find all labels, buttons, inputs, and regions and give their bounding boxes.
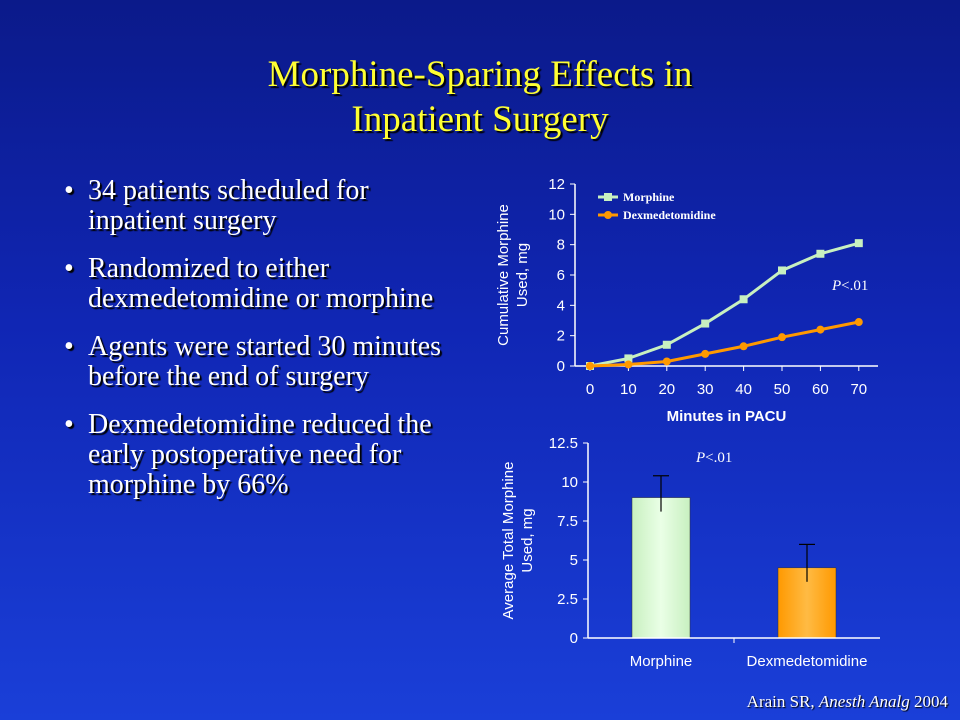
line-chart-y-tick-label: 8 [557, 237, 565, 254]
bullet-item: • Dexmedetomidine reduced the early posto… [60, 410, 460, 500]
bullet-item: • Randomized to either dexmedetomidine or… [60, 254, 460, 314]
line-chart-x-tick-label: 40 [735, 381, 752, 398]
line-chart-x-tick-label: 50 [774, 381, 791, 398]
bullet-dot-icon: • [64, 409, 74, 440]
line-chart-p-value-annotation: P<.01 [831, 278, 868, 294]
line-point-1 [624, 360, 633, 369]
line-chart-y-tick-label: 0 [557, 358, 565, 375]
line-series-1 [589, 320, 860, 368]
bar-chart-y-tick-label: 0 [570, 630, 578, 647]
line-point-0 [662, 340, 671, 349]
citation: Arain SR, Anesth Analg 2004 [747, 692, 948, 712]
line-point-0 [701, 319, 710, 328]
bar-chart-y-tick-label: 10 [561, 474, 578, 491]
slide-title: Morphine-Sparing Effects in Inpatient Su… [0, 52, 960, 142]
bullet-item: • 34 patients scheduled for inpatient sur… [60, 176, 460, 236]
legend-label-1: Dexmedetomidine [623, 208, 716, 222]
bullet-dot-icon: • [64, 253, 74, 284]
line-chart-x-tick-label: 60 [812, 381, 829, 398]
bar-chart-y-tick-label: 5 [570, 552, 578, 569]
line-point-1 [778, 333, 786, 342]
line-chart-y-tick-label: 4 [557, 297, 565, 314]
line-point-0 [816, 249, 825, 258]
line-point-1 [739, 342, 748, 351]
legend-marker-1 [604, 211, 612, 219]
bar-chart-y-axis-label-line-1: Average Total Morphine [500, 462, 517, 620]
bar-category-label: Morphine [630, 653, 693, 670]
bullet-text: Randomized to either dexmedetomidine or … [88, 253, 434, 314]
line-chart-x-tick-label: 70 [850, 381, 867, 398]
line-chart-x-tick-label: 30 [697, 381, 714, 398]
line-point-1 [854, 318, 863, 327]
citation-journal: Anesth Analg [818, 692, 910, 711]
line-point-0 [854, 239, 863, 248]
bullet-text: Dexmedetomidine reduced the early postop… [88, 409, 432, 500]
citation-year: 2004 [909, 692, 948, 711]
title-line-1: Morphine-Sparing Effects in [267, 54, 693, 95]
line-point-1 [816, 325, 825, 334]
bullet-text: 34 patients scheduled for inpatient surg… [88, 175, 369, 236]
bullet-item: • Agents were started 30 minutes before t… [60, 332, 460, 392]
bar-chart-y-tick-label: 12.5 [549, 435, 578, 452]
bar-category-label: Dexmedetomidine [747, 653, 868, 670]
line-point-0 [624, 354, 633, 363]
line-chart-y-tick-label: 10 [548, 206, 565, 223]
title-line-2: Inpatient Surgery [351, 99, 609, 140]
line-chart-y-axis-label-line-2: Used, mg [514, 243, 531, 307]
bar-chart-y-tick-label: 7.5 [557, 513, 578, 530]
bar-chart-p-value-annotation: P<.01 [695, 450, 732, 466]
line-chart-x-tick-label: 0 [586, 381, 594, 398]
line-chart-y-tick-label: 12 [548, 176, 565, 193]
line-chart-x-tick-label: 10 [620, 381, 637, 398]
line-series-0 [589, 241, 860, 368]
bullet-list: • 34 patients scheduled for inpatient sur… [60, 176, 460, 518]
bar-chart-y-tick-label: 2.5 [557, 591, 578, 608]
citation-author: Arain SR, [746, 692, 819, 711]
line-chart-y-axis-label-line-1: Cumulative Morphine [495, 204, 512, 346]
line-chart-x-tick-label: 20 [658, 381, 675, 398]
line-chart-y-tick-label: 2 [557, 328, 565, 345]
line-point-0 [739, 295, 748, 304]
bar-0 [631, 497, 691, 639]
line-point-1 [586, 362, 594, 370]
bullet-dot-icon: • [64, 175, 74, 206]
line-chart-y-tick-label: 6 [557, 267, 565, 284]
line-chart-x-axis-label: Minutes in PACU [667, 408, 787, 425]
bullet-dot-icon: • [64, 331, 74, 362]
line-point-1 [701, 349, 710, 358]
bullet-text: Agents were started 30 minutes before th… [88, 331, 442, 392]
line-point-1 [662, 357, 671, 366]
legend-label-0: Morphine [623, 190, 675, 204]
line-point-0 [778, 266, 786, 275]
legend-marker-0 [604, 193, 612, 201]
bar-chart-y-axis-label-line-2: Used, mg [519, 508, 536, 572]
